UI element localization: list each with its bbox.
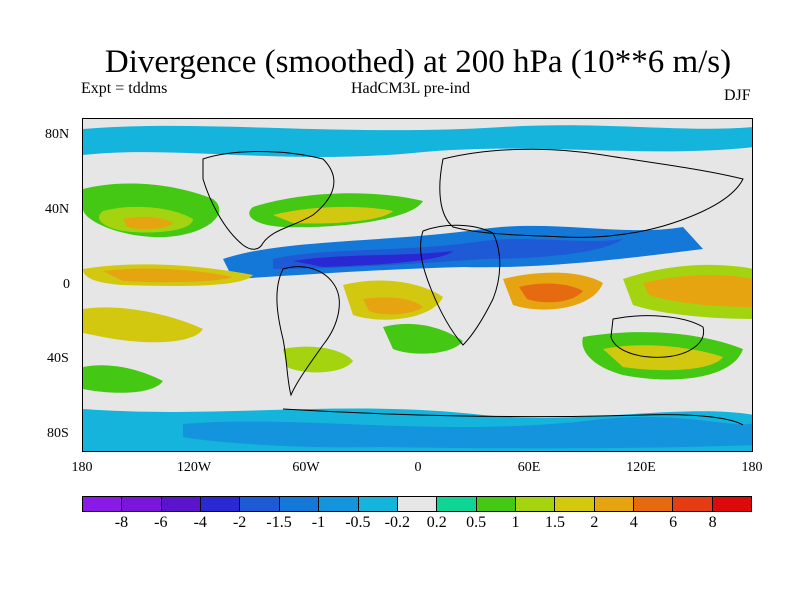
lat-tick-0: 0 (63, 277, 70, 292)
lon-tick-120e: 120E (626, 460, 656, 475)
colorbar-box (437, 497, 477, 511)
colorbar-label: 0.2 (426, 514, 447, 531)
colorbar-label: -0.5 (345, 514, 371, 531)
colorbar-label: 4 (629, 514, 638, 531)
colorbar-box (673, 497, 713, 511)
lat-tick-80s: 80S (47, 426, 69, 441)
map-field-svg (83, 119, 752, 451)
lat-tick-40n: 40N (45, 202, 70, 217)
lon-tick-180w: 180 (71, 460, 93, 475)
colorbar-label: 8 (708, 514, 717, 531)
lon-tick-0: 0 (414, 460, 422, 475)
colorbar-box (279, 497, 320, 511)
divergence-map (82, 118, 753, 452)
colorbar-label: -4 (193, 514, 207, 531)
colorbar-label: -2 (232, 514, 247, 531)
lon-tick-60w: 60W (292, 460, 320, 475)
colorbar-box (240, 497, 280, 511)
colorbar-box (201, 497, 241, 511)
colorbar-label: 2 (590, 514, 599, 531)
colorbar-box (515, 497, 556, 511)
colorbar-box (83, 497, 123, 511)
colorbar-label: -6 (154, 514, 168, 531)
colorbar-box (555, 497, 595, 511)
lat-tick-40s: 40S (47, 351, 69, 366)
model-label: HadCM3L pre-ind (351, 80, 470, 97)
colorbar (82, 496, 752, 512)
colorbar-box (397, 497, 438, 511)
colorbar-label: 0.5 (466, 514, 487, 531)
colorbar-box (161, 497, 202, 511)
colorbar-label: -1.5 (266, 514, 292, 531)
lon-tick-60e: 60E (517, 460, 541, 475)
colorbar-box (358, 497, 398, 511)
chart-title: Divergence (smoothed) at 200 hPa (10**6 … (104, 44, 732, 80)
colorbar-label: -0.2 (384, 514, 410, 531)
colorbar-label: 1.5 (544, 514, 565, 531)
season-label: DJF (724, 87, 751, 104)
colorbar-label: 6 (669, 514, 678, 531)
colorbar-box (319, 497, 359, 511)
lon-tick-120w: 120W (176, 460, 212, 475)
colorbar-label: -1 (311, 514, 326, 531)
colorbar-box (634, 497, 674, 511)
lat-tick-80n: 80N (45, 127, 70, 142)
colorbar-label: -8 (114, 514, 129, 531)
colorbar-box (594, 497, 635, 511)
colorbar-box (476, 497, 516, 511)
colorbar-label: 1 (511, 514, 520, 531)
lon-tick-180e: 180 (741, 460, 763, 475)
colorbar-box (712, 497, 752, 511)
colorbar-box (122, 497, 162, 511)
experiment-label: Expt = tddms (81, 80, 168, 97)
